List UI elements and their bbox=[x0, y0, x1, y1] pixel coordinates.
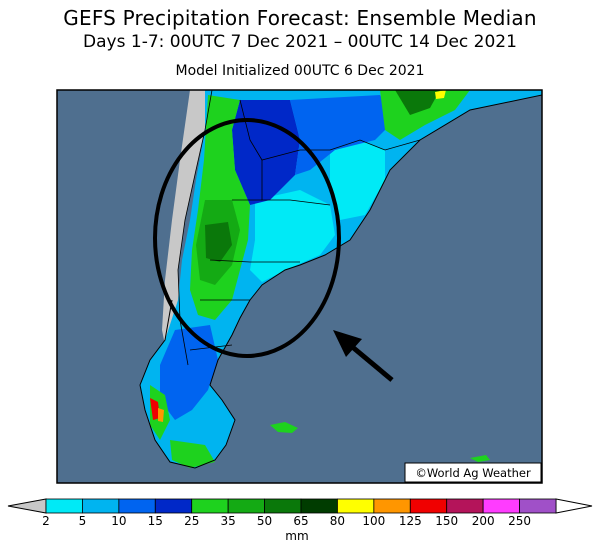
legend-color-box bbox=[264, 498, 302, 514]
legend-tick-label: 15 bbox=[148, 514, 163, 528]
legend-color-box bbox=[446, 498, 484, 514]
model-init-time: Model Initialized 00UTC 6 Dec 2021 bbox=[175, 63, 425, 79]
legend-tick-label: 100 bbox=[362, 514, 385, 528]
legend-color-box bbox=[409, 498, 448, 514]
legend-color-box bbox=[337, 498, 375, 514]
legend-color-box bbox=[154, 498, 193, 514]
precip-zone-2-5mm bbox=[250, 190, 335, 282]
legend-tick-label: 50 bbox=[257, 514, 272, 528]
legend-unit: mm bbox=[285, 529, 308, 543]
precip-zone-2-5mm-north bbox=[330, 140, 385, 220]
legend-color-box bbox=[45, 498, 83, 514]
legend-over-arrow bbox=[555, 498, 593, 514]
legend-color-boxes bbox=[7, 498, 593, 514]
south-georgia bbox=[470, 455, 490, 462]
legend-color-box bbox=[191, 498, 229, 514]
legend-color-box bbox=[482, 498, 520, 514]
legend-under-arrow bbox=[7, 498, 47, 514]
precip-zone-10-15mm bbox=[232, 100, 300, 205]
legend-color-box bbox=[118, 498, 156, 514]
arrow-icon bbox=[333, 330, 394, 382]
legend-color-box bbox=[300, 498, 338, 514]
legend-tick-label: 80 bbox=[330, 514, 345, 528]
precip-zone-patagonia-orange bbox=[158, 408, 164, 422]
legend-tick-label: 150 bbox=[435, 514, 458, 528]
legend-tick-label: 25 bbox=[184, 514, 199, 528]
land-dry-strip bbox=[162, 90, 212, 370]
legend-color-box bbox=[519, 498, 557, 514]
precip-zone-patagonia-red bbox=[150, 398, 160, 420]
legend-color-box bbox=[82, 498, 120, 514]
precip-zone-north-yellow bbox=[435, 90, 446, 99]
legend-tick-label: 5 bbox=[79, 514, 87, 528]
forecast-period: Days 1-7: 00UTC 7 Dec 2021 – 00UTC 14 De… bbox=[83, 32, 517, 52]
map-frame bbox=[56, 89, 543, 484]
legend-tick-label: 2 bbox=[42, 514, 50, 528]
legend-color-box bbox=[227, 498, 265, 514]
legend-tick-label: 250 bbox=[508, 514, 531, 528]
legend-color-box bbox=[373, 498, 411, 514]
precip-zone-north-dark bbox=[395, 90, 440, 115]
credit-box bbox=[404, 462, 542, 483]
legend-tick-label: 10 bbox=[111, 514, 126, 528]
legend-tick-labels: 2 5 10 15 25 35 50 65 80 100 125 150 200 250 bbox=[42, 514, 531, 528]
precip-zone-35-50mm bbox=[205, 222, 232, 262]
legend-tick-label: 65 bbox=[293, 514, 308, 528]
coastline bbox=[139, 90, 542, 469]
credit-text: ©World Ag Weather bbox=[415, 466, 531, 480]
legend-tick-label: 200 bbox=[472, 514, 495, 528]
precip-zone-5-10mm bbox=[290, 95, 395, 175]
precip-zone-tierra-del-fuego bbox=[170, 440, 215, 468]
map-title: GEFS Precipitation Forecast: Ensemble Me… bbox=[63, 6, 537, 30]
legend-tick-label: 125 bbox=[399, 514, 422, 528]
legend-tick-label: 35 bbox=[221, 514, 236, 528]
highlight-ellipse bbox=[153, 118, 341, 358]
falkland-islands bbox=[270, 422, 298, 433]
